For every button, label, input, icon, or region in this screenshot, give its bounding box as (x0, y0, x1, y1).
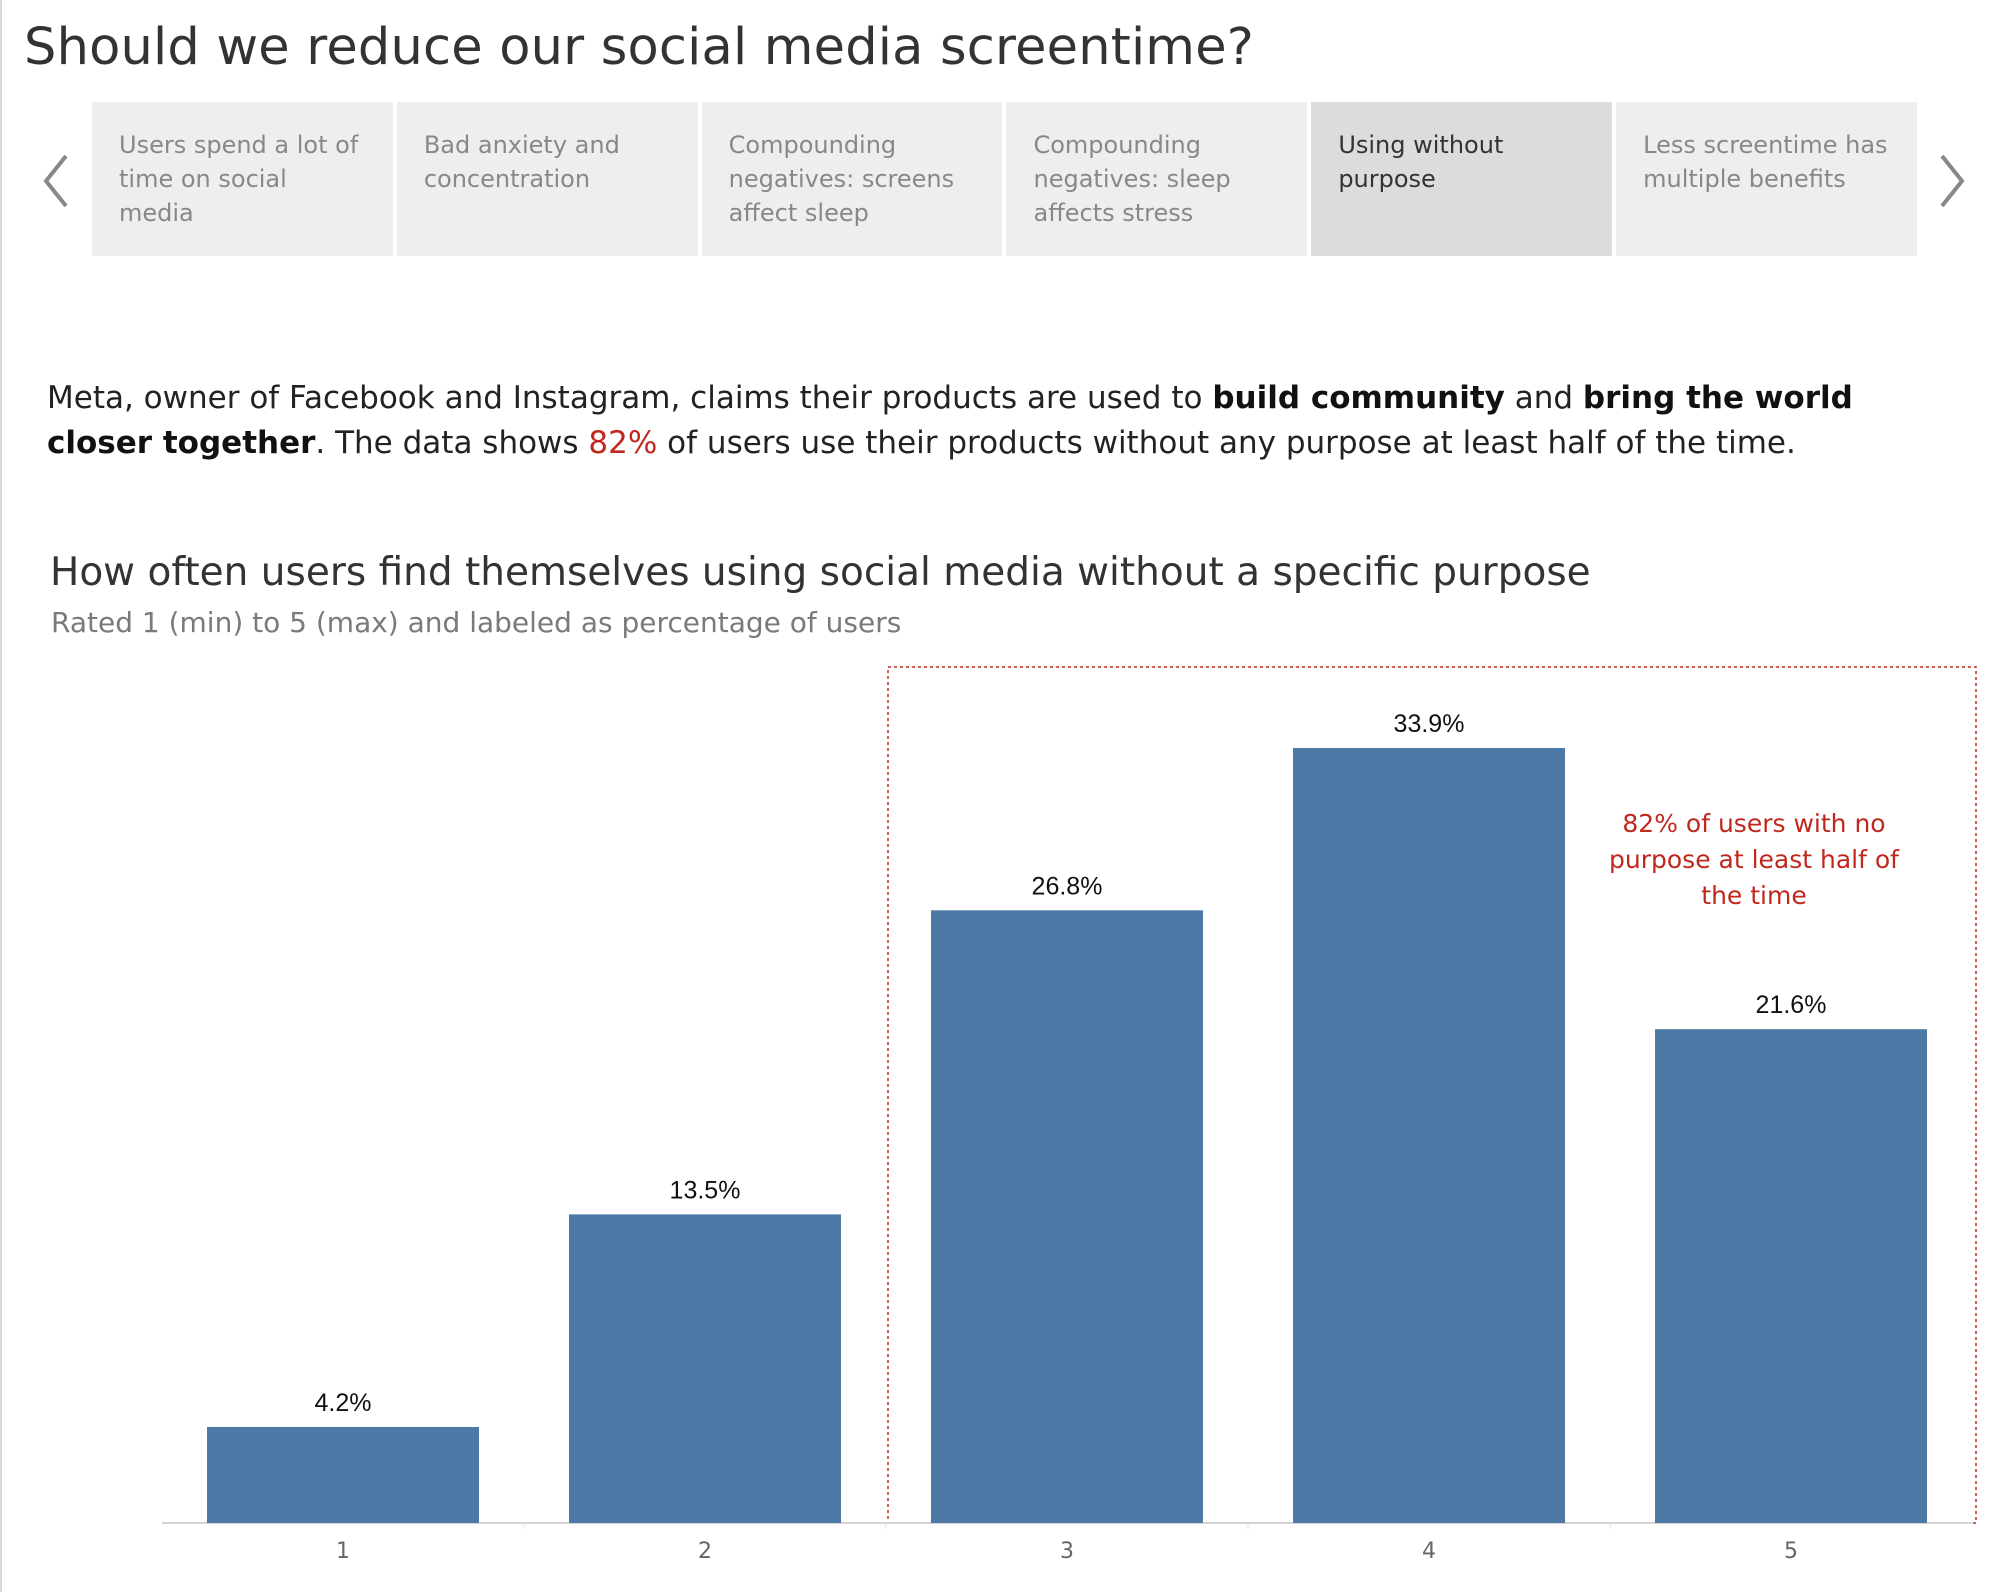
bar-5 (1655, 1029, 1927, 1523)
intro-text-3: . The data shows (315, 425, 589, 461)
story-points-nav: Users spend a lot of time on social medi… (92, 102, 1917, 256)
chart-subtitle: Rated 1 (min) to 5 (max) and labeled as … (51, 606, 902, 639)
bar-2 (569, 1214, 841, 1523)
story-point-4[interactable]: Compounding negatives: sleep affects str… (1006, 102, 1308, 256)
bar-value-label-3: 26.8% (1032, 872, 1103, 900)
story-point-6[interactable]: Less screentime has multiple benefits (1616, 102, 1917, 256)
intro-highlight-82: 82% (588, 425, 658, 461)
x-tick-label-4: 4 (1422, 1539, 1436, 1564)
bar-value-label-2: 13.5% (670, 1176, 741, 1204)
intro-text-1: Meta, owner of Facebook and Instagram, c… (47, 380, 1213, 416)
chevron-right-icon (1940, 154, 1965, 208)
bar-value-label-5: 21.6% (1756, 991, 1827, 1019)
left-border (0, 0, 2, 1592)
intro-text-2: and (1504, 380, 1583, 416)
bar-4 (1293, 748, 1565, 1523)
story-point-3[interactable]: Compounding negatives: screens affect sl… (701, 102, 1003, 256)
bar-3 (931, 910, 1203, 1523)
intro-bold-1: build community (1212, 380, 1505, 416)
story-title: Should we reduce our social media screen… (24, 18, 1255, 77)
story-point-2[interactable]: Bad anxiety and concentration (396, 102, 698, 256)
chart-title: How often users find themselves using so… (50, 550, 1591, 595)
x-tick-label-1: 1 (336, 1539, 350, 1564)
next-story-point-button[interactable] (1930, 148, 1974, 214)
bar-value-label-4: 33.9% (1394, 710, 1465, 738)
x-tick-label-5: 5 (1784, 1539, 1798, 1564)
bar-value-label-1: 4.2% (315, 1389, 372, 1417)
story-point-5-active[interactable]: Using without purpose (1311, 102, 1613, 256)
intro-text-4: of users use their products without any … (657, 425, 1796, 461)
x-tick-label-3: 3 (1060, 1539, 1074, 1564)
x-tick-label-2: 2 (698, 1539, 712, 1564)
intro-bold-2: bring the world closer together (47, 380, 1853, 461)
intro-paragraph: Meta, owner of Facebook and Instagram, c… (47, 376, 1927, 466)
chevron-left-icon (43, 154, 68, 208)
bar-1 (207, 1426, 479, 1523)
story-point-1[interactable]: Users spend a lot of time on social medi… (92, 102, 393, 256)
highlight-annotation: 82% of users with no purpose at least ha… (1609, 809, 1899, 910)
prev-story-point-button[interactable] (34, 148, 78, 214)
